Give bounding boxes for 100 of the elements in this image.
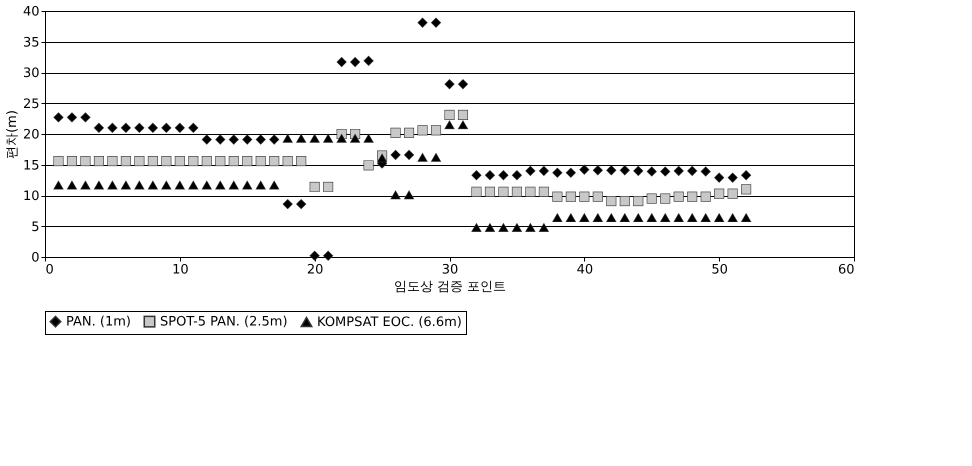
point <box>174 180 185 190</box>
point <box>296 156 306 166</box>
point <box>282 199 293 210</box>
point <box>161 180 172 190</box>
point <box>606 165 616 176</box>
x-tick-label: 60 <box>838 262 854 278</box>
point <box>134 180 144 190</box>
y-tick-label: 10 <box>22 189 40 204</box>
point <box>552 213 562 222</box>
point <box>633 166 644 176</box>
point <box>552 192 562 202</box>
point <box>256 180 266 190</box>
point <box>107 180 118 190</box>
point <box>687 166 698 176</box>
point <box>215 156 226 166</box>
x-axis-title: 임도상 검증 포인트 <box>394 280 506 294</box>
point <box>620 196 630 206</box>
point <box>228 134 239 145</box>
y-tick-label: 0 <box>31 250 40 266</box>
point <box>484 223 495 232</box>
point <box>107 122 118 133</box>
point <box>228 156 239 166</box>
point <box>390 150 401 160</box>
point <box>687 192 698 202</box>
point <box>458 110 468 120</box>
point <box>566 213 576 222</box>
point <box>269 134 280 145</box>
point <box>484 186 495 197</box>
y-tick-label: 25 <box>22 96 40 112</box>
point <box>592 213 603 222</box>
y-axis-title: 편차(m) <box>4 110 20 159</box>
point <box>458 120 468 130</box>
x-tick-label: 20 <box>306 262 324 278</box>
point <box>646 166 657 177</box>
point <box>377 154 388 162</box>
point <box>310 182 320 192</box>
legend-label: PAN. (1m) <box>66 314 131 330</box>
y-tick-label: 20 <box>22 128 40 142</box>
point <box>741 213 752 222</box>
point <box>430 152 442 162</box>
point <box>188 156 198 166</box>
point <box>66 156 78 166</box>
point <box>336 134 347 143</box>
point <box>444 79 455 90</box>
point <box>80 180 90 190</box>
point <box>215 134 226 145</box>
point <box>646 194 657 204</box>
point <box>646 213 657 222</box>
point <box>107 156 118 166</box>
x-tick-label: 40 <box>576 262 594 278</box>
point <box>228 180 239 190</box>
point <box>471 223 482 232</box>
point <box>660 166 670 177</box>
point <box>471 170 482 180</box>
point <box>350 57 360 68</box>
point <box>741 184 752 194</box>
point <box>364 160 374 170</box>
point <box>714 213 724 222</box>
point <box>336 57 347 68</box>
point <box>242 134 252 145</box>
point <box>364 56 374 66</box>
point <box>174 122 185 133</box>
point <box>296 134 306 143</box>
point <box>364 134 374 143</box>
point <box>269 156 280 166</box>
point <box>566 192 576 202</box>
point <box>566 168 576 178</box>
point <box>538 223 549 232</box>
point <box>700 166 711 177</box>
point <box>310 250 320 261</box>
point <box>498 186 508 197</box>
point <box>53 156 64 166</box>
y-tick-label: 35 <box>22 35 40 50</box>
y-tick-label: 40 <box>22 4 40 20</box>
point <box>120 122 131 133</box>
point <box>404 128 414 138</box>
point <box>161 122 172 133</box>
point <box>161 156 172 166</box>
point <box>202 180 212 190</box>
x-tick-label: 50 <box>711 262 728 278</box>
point <box>417 152 428 162</box>
point <box>202 134 212 145</box>
point <box>202 156 212 166</box>
point <box>606 213 616 222</box>
point <box>269 180 280 190</box>
point <box>417 18 428 28</box>
point <box>471 186 482 197</box>
point <box>323 182 334 192</box>
y-tick-label: 30 <box>22 66 40 81</box>
point <box>714 172 724 183</box>
point <box>714 188 724 199</box>
point <box>620 213 630 222</box>
point <box>282 134 293 143</box>
point <box>525 186 536 197</box>
point <box>660 194 670 204</box>
point <box>741 170 752 180</box>
point <box>390 190 401 200</box>
y-tick-label: 15 <box>22 158 40 174</box>
point <box>674 213 684 222</box>
point <box>512 170 522 180</box>
